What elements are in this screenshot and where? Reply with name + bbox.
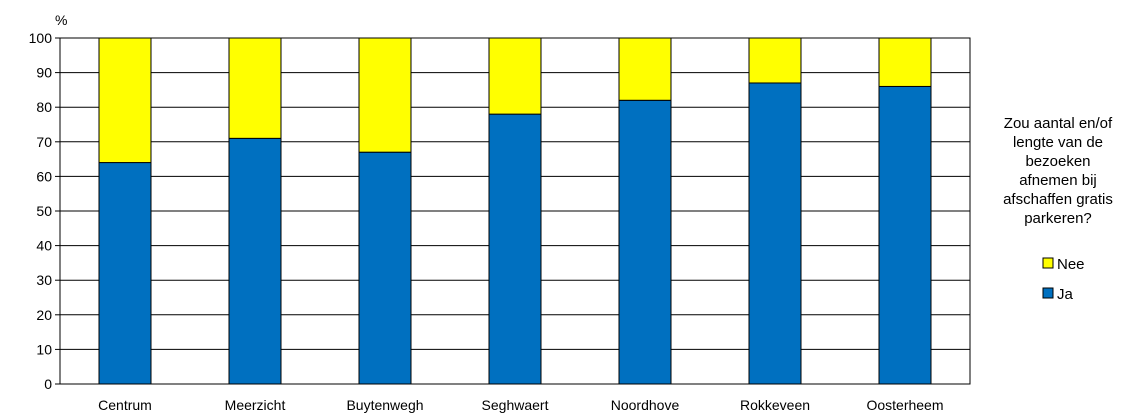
x-tick-label: Meerzicht: [225, 397, 286, 413]
legend-title-line: Zou aantal en/of: [1004, 115, 1113, 132]
bar-ja-oosterheem: [878, 85, 932, 385]
y-tick-label: 20: [36, 307, 52, 323]
legend-swatch-ja: [1042, 287, 1054, 299]
y-tick-label: 80: [36, 99, 52, 115]
x-tick-label: Rokkeveen: [740, 397, 810, 413]
y-tick-label: 60: [36, 168, 52, 184]
y-axis-unit: %: [55, 12, 67, 28]
x-tick-label: Noordhove: [611, 397, 680, 413]
legend-title-line: bezoeken: [1025, 153, 1090, 170]
bar-nee-noordhove: [618, 37, 672, 101]
bar-nee-oosterheem: [878, 37, 932, 87]
tick-labels: 0 10 20 30 40 50 60 70 80 90 100 Centrum Meerzicht Bu…: [29, 30, 944, 413]
legend-label-nee: Nee: [1057, 256, 1085, 273]
bar-ja-seghwaert: [488, 113, 542, 385]
legend-title-line: parkeren?: [1024, 210, 1092, 227]
bar-nee-seghwaert: [488, 37, 542, 115]
y-tick-label: 50: [36, 203, 52, 219]
y-tick-label: 30: [36, 272, 52, 288]
x-tick-label: Seghwaert: [482, 397, 549, 413]
legend-title-line: afschaffen gratis: [1003, 191, 1113, 208]
x-tick-label: Buytenwegh: [346, 397, 423, 413]
legend-label-ja: Ja: [1057, 286, 1074, 303]
legend-title-line: afnemen bij: [1019, 172, 1097, 189]
y-tick-label: 90: [36, 65, 52, 81]
x-tick-label: Oosterheem: [866, 397, 943, 413]
y-tick-label: 10: [36, 341, 52, 357]
legend: Zou aantal en/of lengte van de bezoeken afn…: [1003, 115, 1113, 303]
y-tick-label: 70: [36, 134, 52, 150]
x-tick-label: Centrum: [98, 397, 152, 413]
bar-ja-rokkeveen: [748, 82, 802, 385]
bar-nee-centrum: [98, 37, 152, 164]
y-tick-label: 100: [29, 30, 53, 46]
bar-nee-rokkeveen: [748, 37, 802, 84]
bar-ja-noordhove: [618, 99, 672, 385]
legend-swatch-nee: [1042, 257, 1054, 269]
legend-title-line: lengte van de: [1013, 134, 1103, 151]
y-tick-label: 40: [36, 238, 52, 254]
bar-ja-centrum: [98, 162, 152, 385]
bar-ja-buytenwegh: [358, 151, 412, 385]
bar-nee-buytenwegh: [358, 37, 412, 153]
axes: [55, 37, 971, 385]
bar-nee-meerzicht: [228, 37, 282, 139]
y-tick-label: 0: [44, 376, 52, 392]
bar-ja-meerzicht: [228, 137, 282, 385]
